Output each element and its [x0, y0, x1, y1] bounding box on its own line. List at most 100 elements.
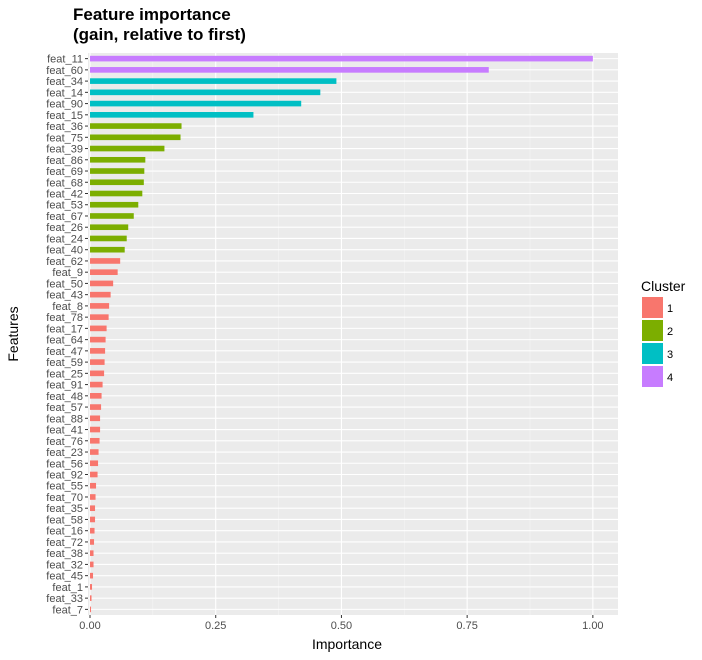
- y-tick-label-feat_43: feat_43: [46, 290, 83, 302]
- bar-feat_35: [90, 505, 96, 512]
- bar-feat_36: [90, 123, 182, 129]
- y-tick-label-feat_17: feat_17: [46, 323, 83, 335]
- y-tick-label-feat_26: feat_26: [46, 222, 83, 234]
- y-tick-label-feat_34: feat_34: [46, 76, 83, 88]
- y-tick-label-feat_36: feat_36: [46, 121, 83, 133]
- bar-feat_78: [90, 314, 109, 320]
- y-tick-label-feat_53: feat_53: [46, 200, 83, 212]
- y-axis-title: Features: [5, 306, 21, 361]
- bar-feat_64: [90, 336, 106, 343]
- y-tick-label-feat_32: feat_32: [46, 559, 83, 571]
- bar-feat_24: [90, 235, 127, 242]
- y-tick-label-feat_40: feat_40: [46, 245, 83, 257]
- y-tick-label-feat_72: feat_72: [46, 537, 83, 549]
- bar-feat_90: [90, 100, 302, 107]
- y-tick-label-feat_76: feat_76: [46, 436, 83, 448]
- bar-feat_47: [90, 348, 106, 354]
- chart-title: Feature importance (gain, relative to fi…: [73, 5, 246, 44]
- y-tick-label-feat_39: feat_39: [46, 144, 83, 156]
- y-tick-label-feat_60: feat_60: [46, 65, 83, 77]
- legend-label-1: 1: [667, 303, 673, 315]
- legend-label-2: 2: [667, 326, 673, 338]
- y-tick-label-feat_9: feat_9: [52, 267, 83, 279]
- bar-feat_72: [90, 539, 95, 545]
- y-tick-label-feat_55: feat_55: [46, 481, 83, 493]
- y-tick-label-feat_57: feat_57: [46, 402, 83, 414]
- bar-feat_14: [90, 89, 321, 96]
- bar-feat_60: [90, 67, 489, 73]
- bar-feat_58: [90, 516, 96, 523]
- legend-swatch-4: [642, 366, 663, 387]
- y-tick-label-feat_69: feat_69: [46, 166, 83, 178]
- bar-feat_86: [90, 156, 146, 163]
- bar-feat_45: [90, 572, 94, 579]
- y-tick-label-feat_16: feat_16: [46, 526, 83, 538]
- y-tick-label-feat_7: feat_7: [52, 604, 83, 616]
- x-tick-label: 0.50: [331, 620, 352, 632]
- y-tick-label-feat_75: feat_75: [46, 132, 83, 144]
- bar-feat_41: [90, 426, 101, 433]
- y-tick-label-feat_78: feat_78: [46, 312, 83, 324]
- bar-feat_43: [90, 291, 111, 298]
- bar-feat_25: [90, 370, 105, 377]
- y-tick-label-feat_41: feat_41: [46, 425, 83, 437]
- bar-feat_70: [90, 494, 96, 500]
- bar-feat_40: [90, 246, 125, 253]
- y-tick-label-feat_68: feat_68: [46, 177, 83, 189]
- bar-feat_69: [90, 168, 145, 174]
- legend-swatch-3: [642, 343, 663, 364]
- bar-feat_34: [90, 78, 337, 84]
- bar-feat_59: [90, 359, 105, 365]
- legend-swatch-2: [642, 320, 663, 341]
- bar-feat_91: [90, 381, 103, 388]
- y-tick-label-feat_91: feat_91: [46, 380, 83, 392]
- legend-label-3: 3: [667, 349, 673, 361]
- bar-feat_75: [90, 134, 181, 141]
- bars-group: [90, 55, 593, 613]
- bar-feat_16: [90, 527, 95, 534]
- y-tick-label-feat_25: feat_25: [46, 368, 83, 380]
- y-tick-label-feat_86: feat_86: [46, 155, 83, 167]
- bar-feat_57: [90, 404, 102, 410]
- bar-feat_55: [90, 482, 97, 489]
- y-tick-label-feat_58: feat_58: [46, 514, 83, 526]
- bar-feat_92: [90, 471, 98, 478]
- y-tick-label-feat_47: feat_47: [46, 346, 83, 358]
- x-tick-label: 0.75: [456, 620, 477, 632]
- bar-feat_17: [90, 325, 107, 332]
- bar-feat_23: [90, 449, 99, 455]
- y-tick-label-feat_35: feat_35: [46, 503, 83, 515]
- bar-feat_33: [90, 595, 92, 601]
- bar-feat_7: [90, 606, 92, 613]
- bar-feat_8: [90, 303, 110, 309]
- y-tick-label-feat_50: feat_50: [46, 278, 83, 290]
- x-tick-label: 1.00: [582, 620, 603, 632]
- bar-feat_15: [90, 112, 254, 118]
- bar-feat_32: [90, 561, 94, 568]
- y-tick-label-feat_38: feat_38: [46, 548, 83, 560]
- bar-feat_9: [90, 269, 118, 275]
- bar-feat_76: [90, 437, 100, 444]
- y-tick-label-feat_62: feat_62: [46, 256, 83, 268]
- y-tick-label-feat_15: feat_15: [46, 110, 83, 122]
- bar-feat_53: [90, 201, 139, 208]
- bar-feat_11: [90, 55, 593, 62]
- y-tick-label-feat_88: feat_88: [46, 413, 83, 425]
- y-tick-label-feat_14: feat_14: [46, 87, 83, 99]
- bar-feat_26: [90, 224, 129, 231]
- bar-feat_48: [90, 393, 102, 399]
- y-tick-label-feat_11: feat_11: [47, 54, 83, 66]
- x-ticks: 0.00 0.25 0.50 0.75 1.00: [79, 615, 604, 632]
- bar-feat_88: [90, 415, 101, 422]
- legend-swatch-1: [642, 297, 663, 318]
- y-tick-labels: feat_11feat_60feat_34feat_14feat_90feat_…: [46, 54, 88, 616]
- bar-feat_68: [90, 179, 144, 186]
- y-tick-label-feat_67: feat_67: [46, 211, 83, 223]
- y-tick-label-feat_64: feat_64: [46, 335, 83, 347]
- legend-title: Cluster: [641, 278, 686, 294]
- legend: Cluster 1 2 3 4: [641, 278, 686, 387]
- y-tick-label-feat_45: feat_45: [46, 571, 83, 583]
- y-tick-label-feat_24: feat_24: [46, 233, 83, 245]
- bar-feat_67: [90, 213, 134, 219]
